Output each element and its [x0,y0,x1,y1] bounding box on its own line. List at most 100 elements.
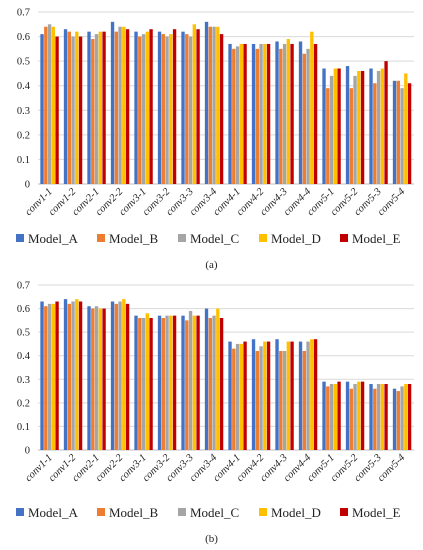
y-tick-label: 0.6 [17,304,30,315]
bar-model-e [172,29,177,185]
y-tick-label: 0 [25,180,30,191]
bar-model-e [149,29,153,185]
legend-label: Model_B [109,505,158,520]
bar-model-d [404,384,408,450]
bar-model-e [78,36,83,185]
y-tick-label: 0.6 [17,32,30,43]
bar-model-e [313,43,318,184]
bar-model-d [333,68,337,184]
y-tick-label: 0.7 [17,281,30,292]
bar-model-a [87,31,91,185]
bar-model-e [266,341,271,450]
bar-model-a [322,68,326,184]
panel-caption: (b) [205,533,218,545]
y-tick-label: 0.4 [17,81,31,92]
bar-model-c [188,36,193,185]
bar-model-d [310,31,314,185]
bar-model-e [384,61,388,185]
bar-model-b [208,26,212,184]
bar-model-b [396,80,400,184]
bar-model-d [357,70,361,184]
bar-model-e [219,318,224,450]
bar-model-d [404,73,408,184]
y-tick-label: 0.2 [17,130,30,141]
bar-model-d [98,31,102,185]
bar-model-c [282,43,287,184]
bar-model-a [63,299,68,450]
bar-model-a [110,21,115,185]
legend-label: Model_C [190,231,239,246]
bar-model-c [141,318,146,450]
y-tick-label: 0.1 [17,422,30,433]
bar-model-b [373,83,377,184]
bar-model-a [322,381,326,450]
bar-model-a [275,339,279,450]
y-tick-label: 0.3 [17,375,30,386]
bar-model-e [55,36,59,185]
bar-model-a [40,301,44,450]
legend-label: Model_B [109,231,158,246]
bar-model-b [67,303,71,450]
legend-swatch [16,234,24,242]
bar-model-d [310,339,314,450]
bar-model-d [380,384,384,450]
bar-model-d [51,303,55,450]
bar-model-b [185,320,189,450]
bar-model-c [400,386,404,450]
bar-model-c [141,34,146,184]
legend-swatch [340,234,348,242]
legend-label: Model_D [271,231,321,246]
bar-model-a [134,31,138,185]
bar-model-a [228,341,232,450]
bar-model-a [181,31,185,185]
bar-model-c [306,341,310,450]
bar-model-e [290,341,294,450]
bar-model-d [122,299,126,450]
bar-model-e [243,43,247,184]
bar-model-e [360,70,365,184]
bar-model-b [208,318,212,450]
bar-model-b [396,391,400,450]
bar-model-c [329,75,334,184]
bar-model-a [40,34,44,184]
bar-model-e [337,68,341,184]
bar-model-b [232,48,236,184]
bar-model-c [71,301,75,450]
bar-model-d [380,68,384,184]
bar-model-e [337,381,341,450]
bar-model-c [94,306,99,450]
bar-model-e [196,315,200,450]
bar-model-d [75,299,79,450]
bar-model-a [63,29,68,185]
bar-model-d [216,26,220,184]
bar-model-d [216,308,220,450]
bar-model-a [298,341,303,450]
bar-model-e [407,83,412,184]
bar-model-b [67,31,71,185]
legend-swatch [178,508,186,516]
bar-model-c [259,43,263,184]
y-tick-label: 0.5 [17,57,30,68]
panel-caption: (a) [205,259,218,271]
bar-model-d [169,34,173,184]
bar-model-d [192,24,196,184]
bar-model-e [196,29,200,185]
y-tick-label: 0.4 [17,351,31,362]
bar-model-e [125,29,130,185]
legend-label: Model_E [352,231,400,246]
bar-model-b [255,351,259,450]
bar-model-c [47,303,52,450]
bar-model-a [345,381,350,450]
bar-model-c [118,301,122,450]
bar-model-a [345,66,350,184]
bar-model-e [243,341,247,450]
bar-model-b [44,26,48,184]
bar-model-b [138,36,142,185]
bar-model-a [392,388,397,450]
bar-model-d [98,308,102,450]
bar-model-a [392,80,397,184]
bar-model-a [181,315,185,450]
bar-model-a [157,31,162,185]
y-tick-label: 0.1 [17,155,30,166]
